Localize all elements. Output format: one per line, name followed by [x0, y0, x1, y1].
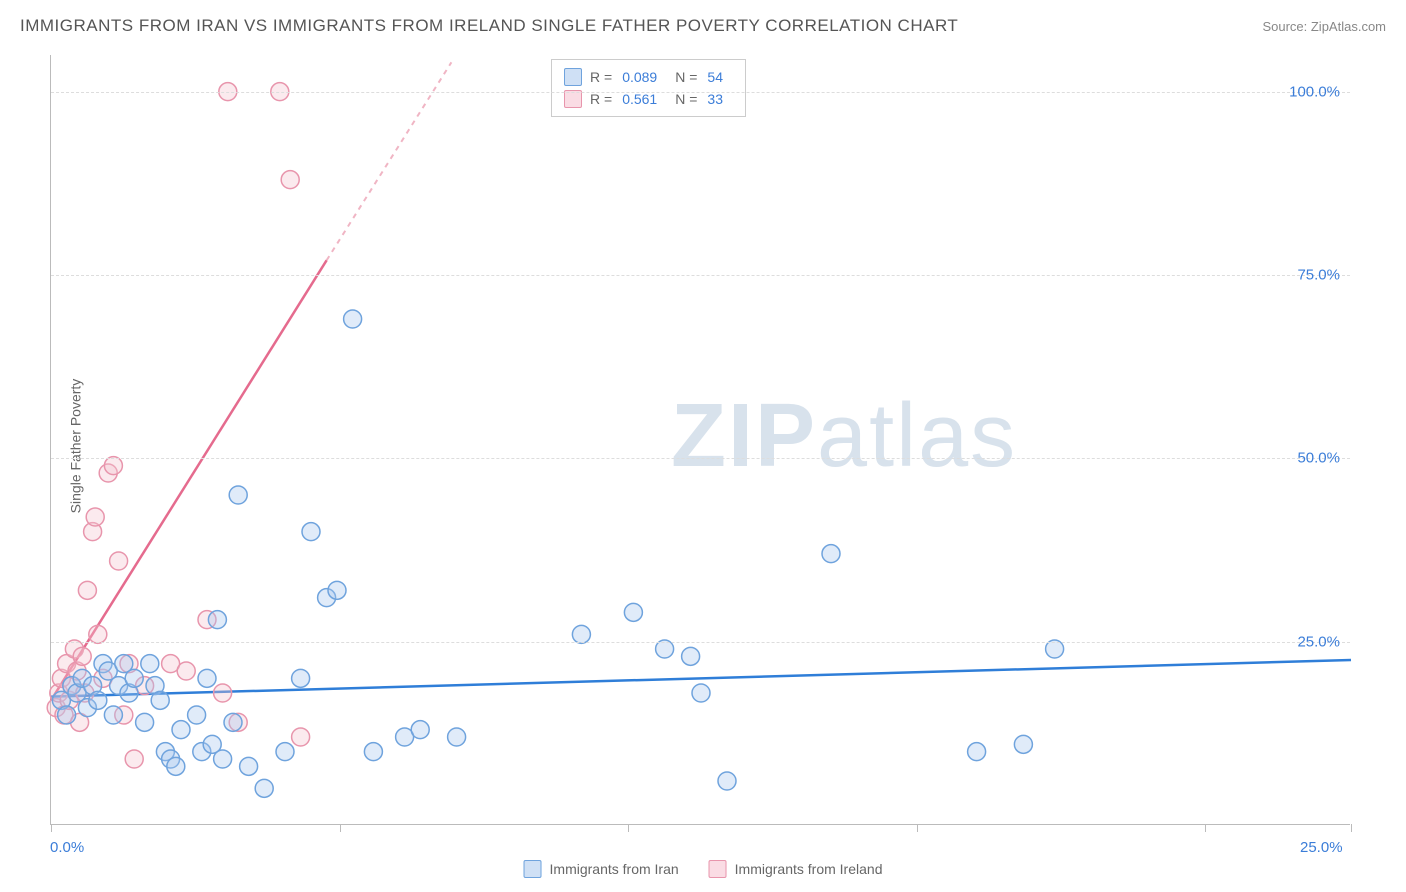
data-point	[188, 706, 206, 724]
data-point	[214, 750, 232, 768]
data-point	[104, 457, 122, 475]
data-point	[86, 508, 104, 526]
data-point	[276, 743, 294, 761]
data-point	[624, 603, 642, 621]
data-point	[177, 662, 195, 680]
y-tick-label: 50.0%	[1297, 450, 1340, 467]
x-tick	[1351, 824, 1352, 832]
legend-swatch-iran-bottom	[524, 860, 542, 878]
y-tick-label: 25.0%	[1297, 633, 1340, 650]
series-legend: Immigrants from Iran Immigrants from Ire…	[524, 860, 883, 878]
legend-swatch-iran	[564, 68, 582, 86]
data-point	[692, 684, 710, 702]
gridline	[51, 642, 1350, 643]
data-point	[73, 647, 91, 665]
data-point	[136, 713, 154, 731]
chart-title: IMMIGRANTS FROM IRAN VS IMMIGRANTS FROM …	[20, 16, 958, 36]
y-tick-label: 75.0%	[1297, 267, 1340, 284]
data-point	[214, 684, 232, 702]
data-point	[110, 552, 128, 570]
data-point	[141, 655, 159, 673]
data-point	[822, 545, 840, 563]
data-point	[968, 743, 986, 761]
data-point	[89, 625, 107, 643]
legend-row-iran: R = 0.089 N = 54	[564, 66, 733, 88]
data-point	[448, 728, 466, 746]
data-point	[656, 640, 674, 658]
legend-swatch-ireland	[564, 90, 582, 108]
x-tick	[917, 824, 918, 832]
data-point	[572, 625, 590, 643]
x-tick	[1205, 824, 1206, 832]
data-point	[89, 691, 107, 709]
x-tick-label: 0.0%	[50, 839, 84, 856]
data-point	[281, 171, 299, 189]
legend-item-ireland: Immigrants from Ireland	[709, 860, 883, 878]
data-point	[58, 706, 76, 724]
gridline	[51, 458, 1350, 459]
data-point	[229, 486, 247, 504]
data-point	[167, 757, 185, 775]
data-point	[682, 647, 700, 665]
data-point	[151, 691, 169, 709]
data-point	[1014, 735, 1032, 753]
plot-area: ZIPatlas R = 0.089 N = 54 R = 0.561 N = …	[50, 55, 1350, 825]
y-tick-label: 100.0%	[1289, 83, 1340, 100]
x-tick	[340, 824, 341, 832]
data-point	[224, 713, 242, 731]
legend-swatch-ireland-bottom	[709, 860, 727, 878]
data-point	[718, 772, 736, 790]
source-attribution: Source: ZipAtlas.com	[1262, 19, 1386, 34]
data-point	[208, 611, 226, 629]
x-tick-label: 25.0%	[1300, 839, 1343, 856]
data-point	[411, 721, 429, 739]
data-point	[125, 750, 143, 768]
data-point	[292, 728, 310, 746]
data-point	[364, 743, 382, 761]
data-point	[328, 581, 346, 599]
x-tick	[51, 824, 52, 832]
correlation-legend: R = 0.089 N = 54 R = 0.561 N = 33	[551, 59, 746, 117]
data-point	[104, 706, 122, 724]
data-point	[292, 669, 310, 687]
gridline	[51, 275, 1350, 276]
data-point	[125, 669, 143, 687]
data-point	[344, 310, 362, 328]
data-point	[198, 669, 216, 687]
legend-label: Immigrants from Ireland	[735, 861, 883, 877]
gridline	[51, 92, 1350, 93]
scatter-chart	[51, 55, 1350, 824]
legend-label: Immigrants from Iran	[550, 861, 679, 877]
legend-item-iran: Immigrants from Iran	[524, 860, 679, 878]
data-point	[302, 523, 320, 541]
data-point	[240, 757, 258, 775]
data-point	[78, 581, 96, 599]
data-point	[1046, 640, 1064, 658]
x-tick	[628, 824, 629, 832]
data-point	[172, 721, 190, 739]
data-point	[255, 779, 273, 797]
